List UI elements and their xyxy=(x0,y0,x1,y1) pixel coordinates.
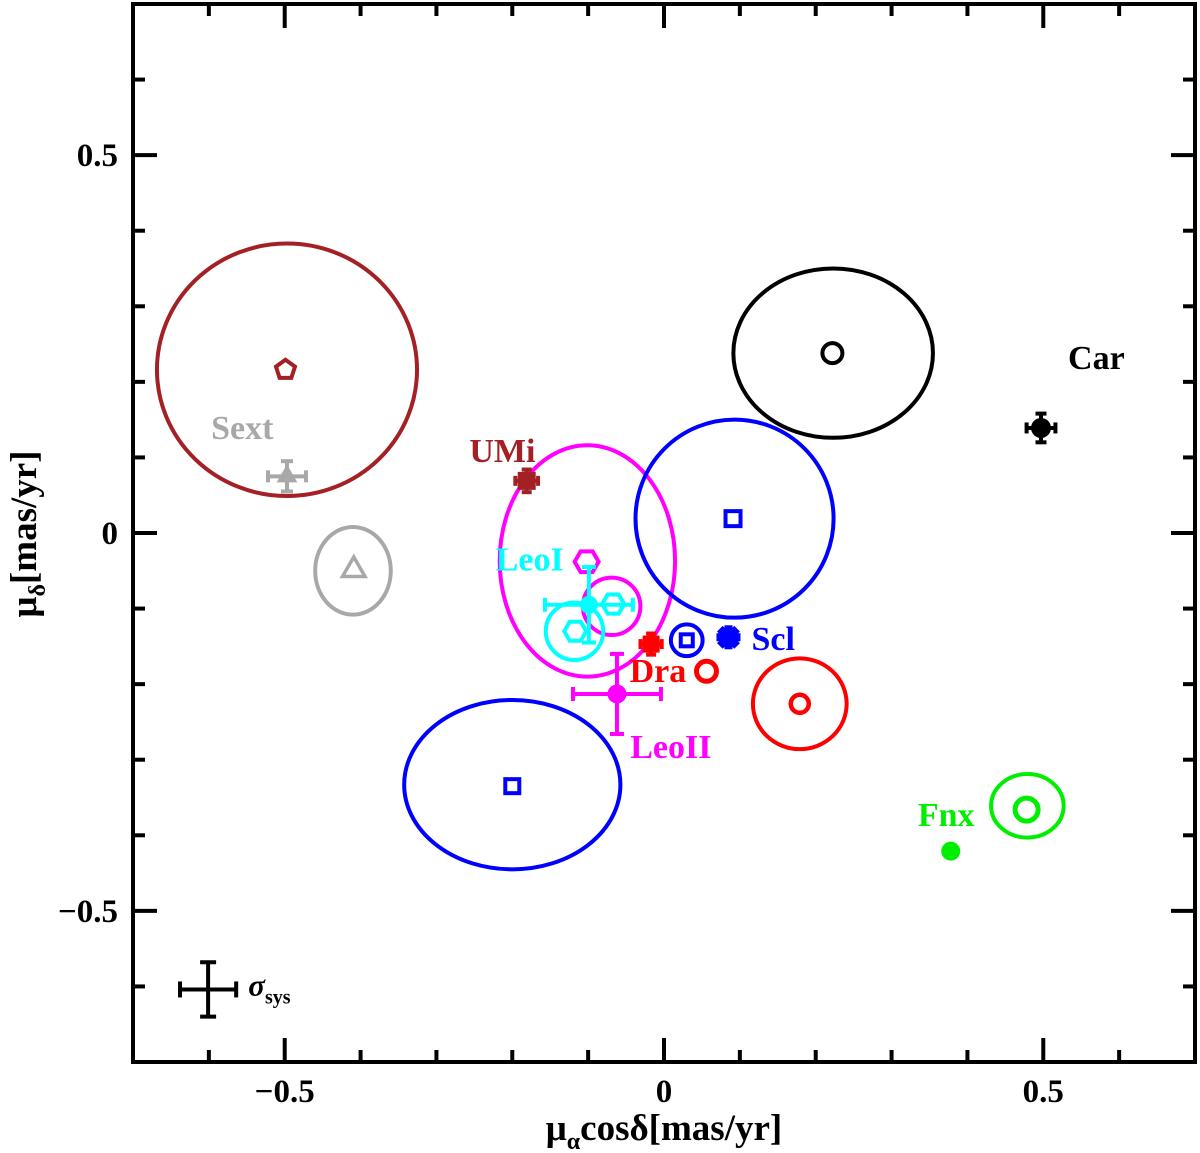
label-sigma-sys: σsys xyxy=(248,967,291,1008)
sextans-pentagon xyxy=(273,357,298,380)
x-tick-label-0: −0.5 xyxy=(255,1074,315,1110)
dra-square xyxy=(642,635,660,653)
plot-frame xyxy=(131,2,1197,1064)
sextans-triangle xyxy=(276,464,298,483)
dra-open-circle xyxy=(693,658,719,684)
scl-blue-circle xyxy=(668,622,705,659)
label-car: Car xyxy=(1068,340,1125,377)
blue-lower-ellipse xyxy=(402,697,623,872)
sextans-open-triangle xyxy=(339,553,369,579)
leo1-hexagon-right xyxy=(599,592,627,616)
label-scl: Scl xyxy=(752,621,795,658)
label-leo1: LeoI xyxy=(496,542,564,579)
label-fnx: Fnx xyxy=(918,797,975,834)
x-tick-label-2: 0.5 xyxy=(1023,1074,1064,1110)
red-ellipse xyxy=(750,656,849,752)
blue-upper-square xyxy=(723,509,743,529)
label-sext: Sext xyxy=(211,410,274,447)
cyan-small-circle xyxy=(543,600,606,662)
label-leo2: LeoII xyxy=(630,729,711,766)
x-tick-label-1: 0 xyxy=(656,1074,673,1110)
sextans-gray-ellipse xyxy=(313,524,393,617)
fnx-dot xyxy=(941,841,961,861)
fnx-open-circle xyxy=(1012,795,1041,824)
black-ellipse xyxy=(731,266,935,440)
sextans-darkred-ellipse xyxy=(154,241,420,499)
car-dot xyxy=(1031,417,1052,438)
y-axis-title: μδ[mas/yr] xyxy=(4,450,51,617)
leo1-dot xyxy=(579,595,598,614)
y-tick-label-2: −0.5 xyxy=(58,894,118,930)
y-tick-label-1: 0 xyxy=(102,516,119,552)
leo1-hexagon-lower xyxy=(561,619,589,643)
black-open-circle xyxy=(820,341,845,366)
x-axis-title: μαcosδ[mas/yr] xyxy=(546,1108,782,1153)
scl-asterisk xyxy=(716,625,741,650)
y-tick-label-0: 0.5 xyxy=(77,138,118,174)
red-open-circle xyxy=(788,692,812,716)
blue-lower-square xyxy=(503,777,522,796)
label-umi: UMi xyxy=(469,433,535,470)
umi-magenta-ellipse xyxy=(497,443,678,679)
blue-upper-ellipse xyxy=(633,417,836,620)
umi-hexagon xyxy=(572,549,601,575)
label-dra: Dra xyxy=(630,653,687,690)
umi-square xyxy=(517,471,536,490)
fnx-green-ellipse xyxy=(989,772,1066,840)
leo2-dot xyxy=(607,684,627,704)
scl-asterisk-arm xyxy=(717,625,740,649)
scl-open-square xyxy=(678,632,695,649)
